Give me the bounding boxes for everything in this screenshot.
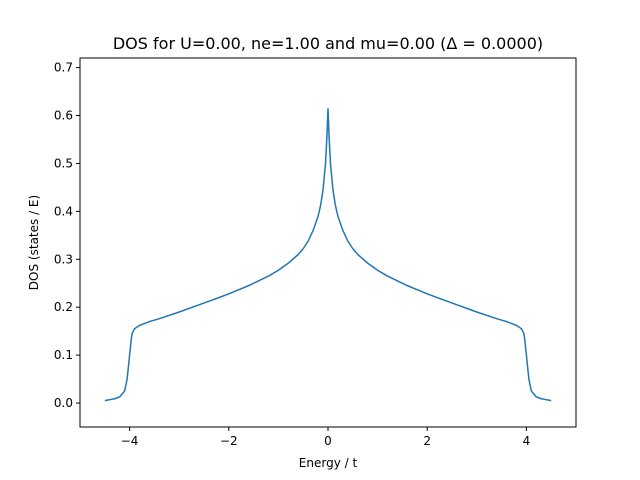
y-axis-ticks: 0.0 0.1 0.2 0.3 0.4 0.5 0.6 0.7 bbox=[54, 61, 80, 410]
x-tick-label: −4 bbox=[121, 434, 139, 448]
dos-series-line bbox=[104, 108, 552, 402]
chart-title: DOS for U=0.00, ne=1.00 and mu=0.00 (Δ =… bbox=[113, 34, 543, 53]
y-tick-label: 0.1 bbox=[54, 348, 73, 362]
y-tick-label: 0.2 bbox=[54, 300, 73, 314]
y-tick-label: 0.0 bbox=[54, 396, 73, 410]
y-tick-label: 0.7 bbox=[54, 61, 73, 75]
x-tick-label: 2 bbox=[423, 434, 431, 448]
x-tick-label: −2 bbox=[220, 434, 238, 448]
y-tick-label: 0.6 bbox=[54, 109, 73, 123]
x-axis-ticks: −4 −2 0 2 4 bbox=[121, 427, 530, 448]
y-tick-label: 0.3 bbox=[54, 252, 73, 266]
x-tick-label: 4 bbox=[523, 434, 531, 448]
y-axis-label: DOS (states / E) bbox=[27, 195, 41, 290]
x-axis-label: Energy / t bbox=[299, 456, 358, 470]
x-tick-label: 0 bbox=[324, 434, 332, 448]
y-tick-label: 0.4 bbox=[54, 204, 73, 218]
y-tick-label: 0.5 bbox=[54, 156, 73, 170]
